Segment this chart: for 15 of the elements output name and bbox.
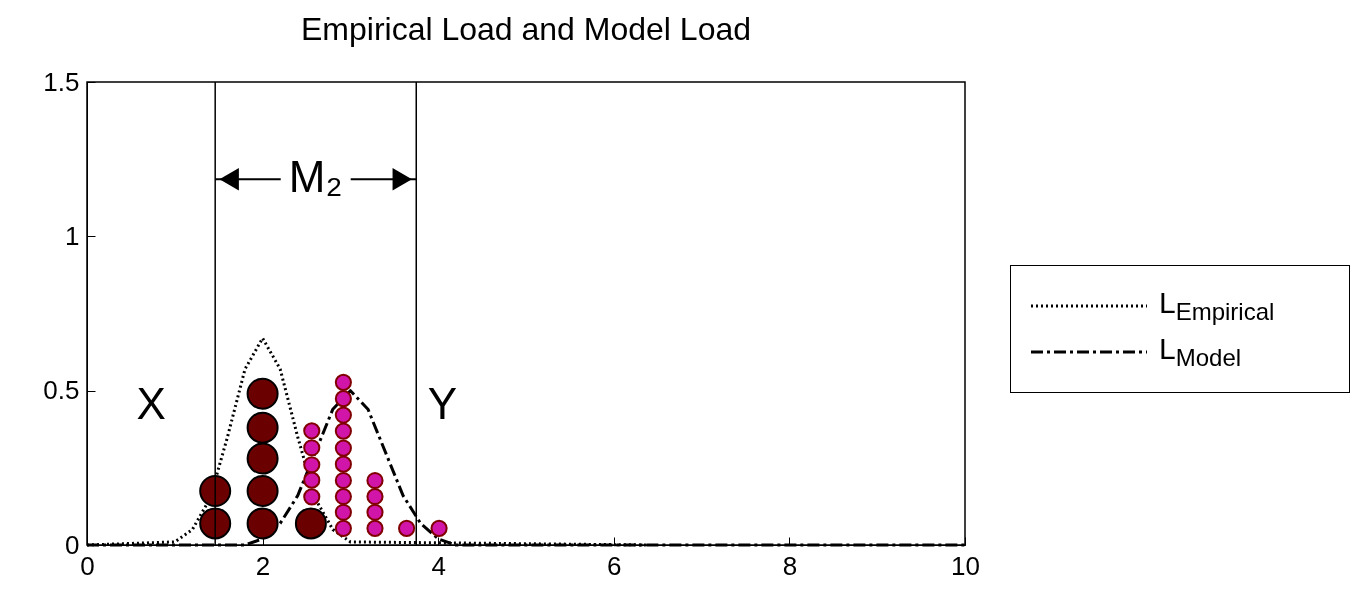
x-tick-label: 6 [607, 550, 622, 581]
legend-label: L$_{Empirical}$ [1159, 286, 1275, 326]
annotation: X [136, 379, 166, 429]
annotation: M₂ [288, 152, 343, 202]
x-tick-label: 8 [782, 550, 798, 581]
chart-title: Empirical Load and Model Load [300, 11, 752, 47]
y-tick-label: 0 [65, 529, 80, 560]
y-tick-label: 1 [65, 220, 80, 251]
y-tick-label: 1.5 [43, 66, 80, 97]
annotation: Y [427, 379, 458, 429]
x-tick-label: 10 [951, 550, 980, 581]
x-tick-label: 2 [255, 550, 271, 581]
legend-label: L$_{Model}$ [1159, 332, 1242, 372]
x-tick-label: 4 [431, 550, 446, 581]
y-tick-label: 0.5 [43, 375, 80, 406]
